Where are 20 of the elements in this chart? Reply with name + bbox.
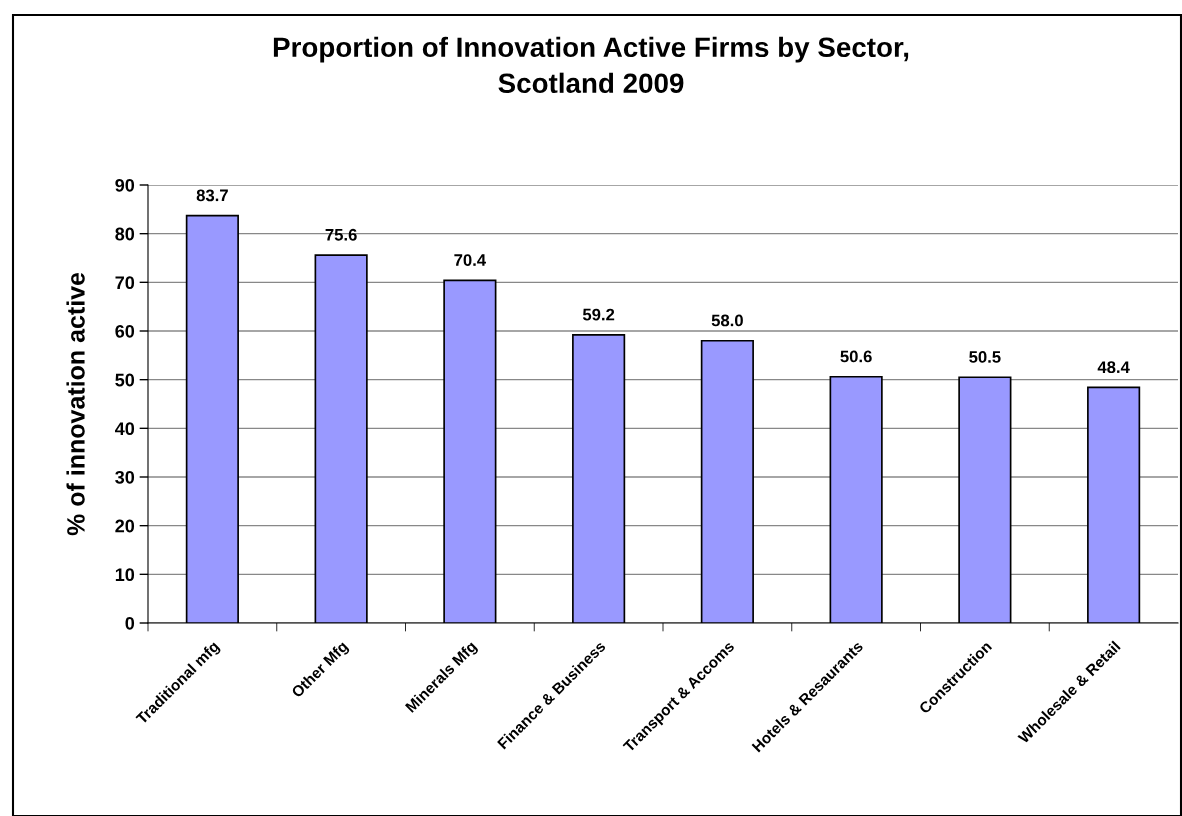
data-label: 83.7	[196, 189, 228, 202]
data-label: 58.0	[711, 314, 743, 327]
y-tick-label: 10	[115, 568, 135, 582]
data-label: 70.4	[454, 254, 487, 266]
y-tick-label: 0	[125, 616, 135, 630]
y-tick-label: 80	[115, 227, 135, 241]
data-label: 75.6	[325, 228, 357, 241]
y-tick-label: 20	[115, 519, 135, 533]
y-tick-label: 50	[115, 373, 135, 387]
data-label: 50.6	[840, 350, 872, 363]
y-tick-label: 70	[115, 276, 135, 290]
y-tick-label: 30	[115, 470, 135, 484]
y-axis-title: % of innovation active	[66, 272, 85, 536]
chart-title: Proportion of Innovation Active Firms by Sector, Scotland 2009	[273, 36, 909, 94]
data-label: 50.5	[969, 351, 1001, 363]
y-tick-label: 90	[115, 178, 135, 192]
y-tick-label: 60	[115, 324, 135, 338]
y-tick-label: 40	[115, 422, 135, 436]
data-label: 59.2	[582, 308, 615, 321]
data-label: 48.4	[1097, 361, 1130, 374]
